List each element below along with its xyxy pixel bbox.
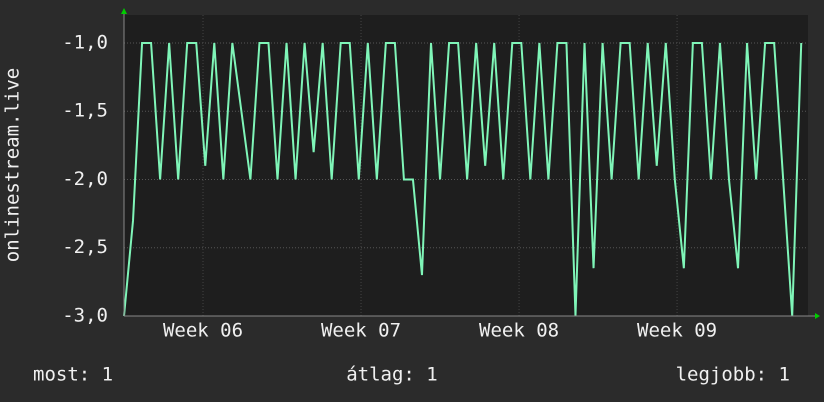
y-tick-label: -2,5 [62,236,108,258]
y-tick-label: -1,5 [62,100,108,122]
footer-stat: legjobb: 1 [676,364,790,386]
y-arrow [121,8,127,14]
y-tick-label: -2,0 [62,168,108,190]
footer-stat: most: 1 [33,364,113,386]
x-tick-label: Week 07 [321,320,401,342]
y-tick-label: -3,0 [62,305,108,327]
x-tick-label: Week 09 [637,320,717,342]
x-tick-label: Week 08 [479,320,559,342]
data-line [123,41,803,317]
y-tick-label: -1,0 [62,31,108,53]
footer-stat: átlag: 1 [346,364,438,386]
y-axis-label: onlinestream.live [2,68,24,262]
x-arrow [815,313,820,319]
x-tick-label: Week 06 [163,320,243,342]
